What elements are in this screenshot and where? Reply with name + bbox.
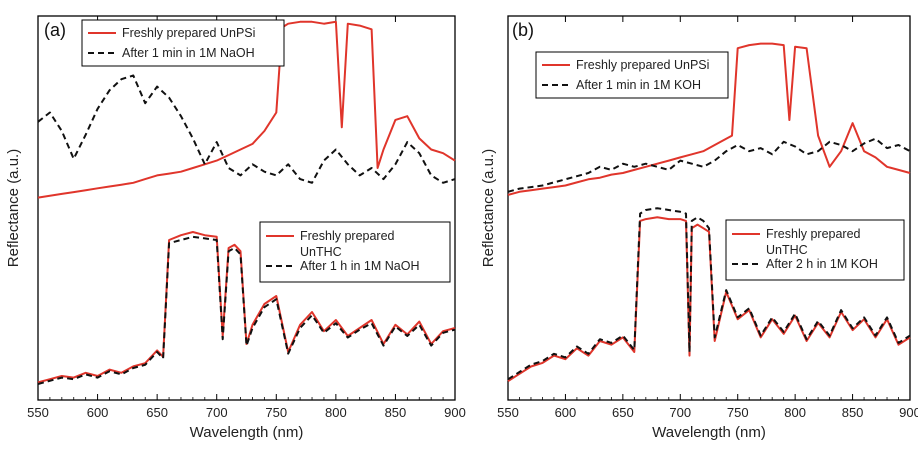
panel-label: (b)	[512, 20, 534, 40]
legend-label-line: UnTHC	[300, 245, 342, 259]
legend-label-line: Freshly prepared	[766, 227, 861, 241]
series-line-treated	[37, 74, 456, 184]
x-tick-label: 700	[206, 405, 228, 420]
legend-label: Freshly prepared UnPSi	[122, 26, 255, 40]
series-line-treated	[37, 235, 456, 385]
legend-label: Freshly prepared UnPSi	[576, 58, 709, 72]
series-line-fresh	[37, 231, 456, 384]
panel-label: (a)	[44, 20, 66, 40]
series-line-fresh	[507, 42, 911, 196]
x-tick-label: 700	[669, 405, 691, 420]
plot-frame	[37, 15, 456, 401]
x-tick-label: 900	[899, 405, 918, 420]
legend-box	[259, 221, 451, 283]
legend-label-line: Freshly prepared	[300, 229, 395, 243]
x-tick-label: 800	[325, 405, 347, 420]
series-line-fresh	[37, 20, 456, 199]
x-tick-label: 900	[444, 405, 466, 420]
x-tick-label: 750	[265, 405, 287, 420]
y-axis-title: Reflectance (a.u.)	[480, 149, 497, 267]
x-tick-label: 600	[87, 405, 109, 420]
x-axis-title: Wavelength (nm)	[652, 424, 766, 441]
legend-label: After 1 h in 1M NaOH	[300, 259, 420, 273]
legend-box	[81, 19, 285, 67]
y-axis-title: Reflectance (a.u.)	[5, 149, 22, 267]
legend-box	[725, 219, 905, 281]
x-tick-label: 850	[842, 405, 864, 420]
panel-a: 550 600 650 700 750 800 850 900 Wavelength (nm) R…	[5, 15, 466, 441]
legend-label: Freshly prepared UnTHC	[300, 229, 395, 259]
x-tick-label: 650	[612, 405, 634, 420]
x-tick-label: 800	[784, 405, 806, 420]
x-tick-label: 550	[497, 405, 519, 420]
legend-label: After 1 min in 1M NaOH	[122, 46, 255, 60]
x-tick-label: 750	[727, 405, 749, 420]
x-axis-title: Wavelength (nm)	[190, 424, 304, 441]
legend-box	[535, 51, 729, 99]
legend-label-line: UnTHC	[766, 243, 808, 257]
legend-label: Freshly prepared UnTHC	[766, 227, 861, 257]
legend-label: After 2 h in 1M KOH	[766, 257, 878, 271]
x-tick-label: 600	[555, 405, 577, 420]
x-tick-label: 550	[27, 405, 49, 420]
panel-b: 550 600 650 700 750 800 850 900 Wavelength (nm) R…	[480, 15, 918, 441]
x-tick-label: 650	[146, 405, 168, 420]
series-line-treated	[507, 207, 911, 381]
legend-label: After 1 min in 1M KOH	[576, 78, 701, 92]
x-tick-label: 850	[385, 405, 407, 420]
plot-frame	[507, 15, 911, 401]
series-line-treated	[507, 137, 911, 193]
